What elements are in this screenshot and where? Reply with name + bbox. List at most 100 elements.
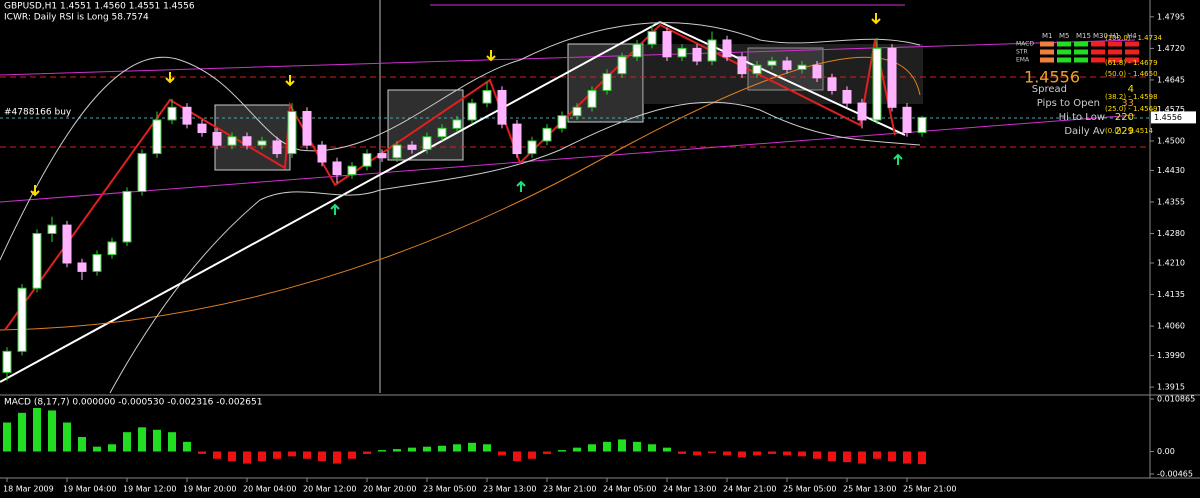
status-cell <box>1057 41 1071 47</box>
candle-body <box>827 77 837 91</box>
macd-bar <box>723 451 731 456</box>
macd-bar <box>153 429 161 452</box>
macd-bar <box>303 451 311 459</box>
buy-arrow <box>330 203 340 215</box>
macd-bar <box>498 451 506 456</box>
candle-body <box>572 106 582 117</box>
candle-body <box>872 47 882 121</box>
macd-bar <box>78 437 86 452</box>
y-tick-label: 1.4280 <box>1157 229 1185 238</box>
candle-body <box>617 56 627 75</box>
macd-bar <box>18 412 26 452</box>
status-cell <box>1057 49 1071 55</box>
hilo-value: 220 <box>1115 112 1134 123</box>
row-label: STR <box>1016 49 1028 56</box>
x-tick-label: 23 Mar 21:00 <box>543 485 596 494</box>
y-tick-label: 1.4355 <box>1157 197 1185 206</box>
macd-bar <box>648 444 656 452</box>
x-tick-label: 18 Mar 2009 <box>3 485 54 494</box>
signal-arrows <box>330 153 903 215</box>
pips-value: 33 <box>1121 98 1134 109</box>
macd-bar <box>408 447 416 452</box>
macd-bar <box>783 451 791 456</box>
candle-body <box>767 60 777 66</box>
spread-value: 4 <box>1128 84 1134 95</box>
row-label: EMA <box>1016 57 1030 64</box>
macd-bar <box>483 444 491 452</box>
y-tick-label: 1.4500 <box>1157 136 1185 145</box>
candle-body <box>467 102 477 121</box>
candle-body <box>587 89 597 108</box>
status-cell <box>1057 57 1071 63</box>
row-label: MACD <box>1016 41 1034 48</box>
macd-bar <box>873 451 881 459</box>
macd-tick-label: -0.00465 <box>1157 470 1193 479</box>
timeframe-label: H4 <box>1127 32 1137 40</box>
macd-bar <box>63 422 71 452</box>
macd-bar <box>843 451 851 463</box>
candle-body <box>302 111 312 146</box>
signal-arrows <box>30 13 881 197</box>
sell-arrow <box>165 72 175 84</box>
trend-line <box>0 114 1136 203</box>
fib-level: (61.8) - 1.4679 <box>1105 59 1158 67</box>
macd-title: MACD (8,17,7) 0.000000 -0.000530 -0.0023… <box>4 398 262 408</box>
x-tick-label: 20 Mar 20:00 <box>363 485 416 494</box>
macd-bar <box>543 451 551 454</box>
candle-body <box>797 64 807 70</box>
macd-bar <box>633 441 641 452</box>
timeframe-label: M1 <box>1042 32 1053 40</box>
macd-bar <box>828 451 836 462</box>
candle-body <box>497 89 507 125</box>
macd-bar <box>888 451 896 462</box>
candle-body <box>47 224 57 235</box>
macd-bar <box>183 441 191 452</box>
macd-bar <box>138 427 146 452</box>
status-cell <box>1108 57 1122 63</box>
status-cell <box>1091 41 1105 47</box>
candle-body <box>857 102 867 121</box>
timeframe-label: H1 <box>1110 32 1120 40</box>
macd-bar <box>393 449 401 452</box>
macd-bar <box>438 445 446 452</box>
macd-bar <box>3 422 11 452</box>
spread-label: Spread <box>1032 84 1067 95</box>
candle-body <box>182 106 192 125</box>
y-tick-label: 1.4430 <box>1157 166 1185 175</box>
macd-bar <box>318 451 326 462</box>
fib-level: (25.0) - 1.4569 <box>1105 105 1158 113</box>
macd-bar <box>108 444 116 452</box>
candle-body <box>647 31 657 45</box>
x-tick-label: 25 Mar 13:00 <box>843 485 896 494</box>
candle-body <box>62 224 72 264</box>
candle-body <box>512 123 522 155</box>
info-panel: 1.4556 Spread 4 Pips to Open 33 Hi to Lo… <box>1016 32 1163 137</box>
candle-body <box>392 144 402 159</box>
macd-bar <box>168 432 176 452</box>
status-cell <box>1040 57 1054 63</box>
daily-label: Daily Av <box>1064 126 1105 137</box>
macd-bar <box>363 451 371 454</box>
status-cell <box>1040 41 1054 47</box>
candle-body <box>422 136 432 150</box>
candle-body <box>722 39 732 58</box>
macd-bar <box>753 451 761 456</box>
candle-body <box>287 111 297 155</box>
candle-body <box>452 119 462 129</box>
price-tag <box>1151 111 1196 124</box>
chart-header: GBPUSD,H1 1.4551 1.4560 1.4551 1.4556 <box>4 2 195 12</box>
y-tick-label: 1.3990 <box>1157 351 1185 360</box>
status-cell <box>1074 49 1088 55</box>
candle-body <box>242 136 252 146</box>
indicator-note: ICWR: Daily RSI is Long 58.7574 <box>4 13 149 23</box>
sell-arrow <box>285 75 295 87</box>
fib-level: (50.0) - 1.4650 <box>1105 70 1158 78</box>
x-tick-label: 20 Mar 04:00 <box>243 485 296 494</box>
candle-body <box>677 47 687 58</box>
buy-arrow <box>516 180 526 192</box>
candle-body <box>557 115 567 129</box>
macd-bar <box>423 446 431 452</box>
macd-bar <box>663 447 671 452</box>
candle-body <box>692 47 702 62</box>
macd-bar <box>273 451 281 459</box>
